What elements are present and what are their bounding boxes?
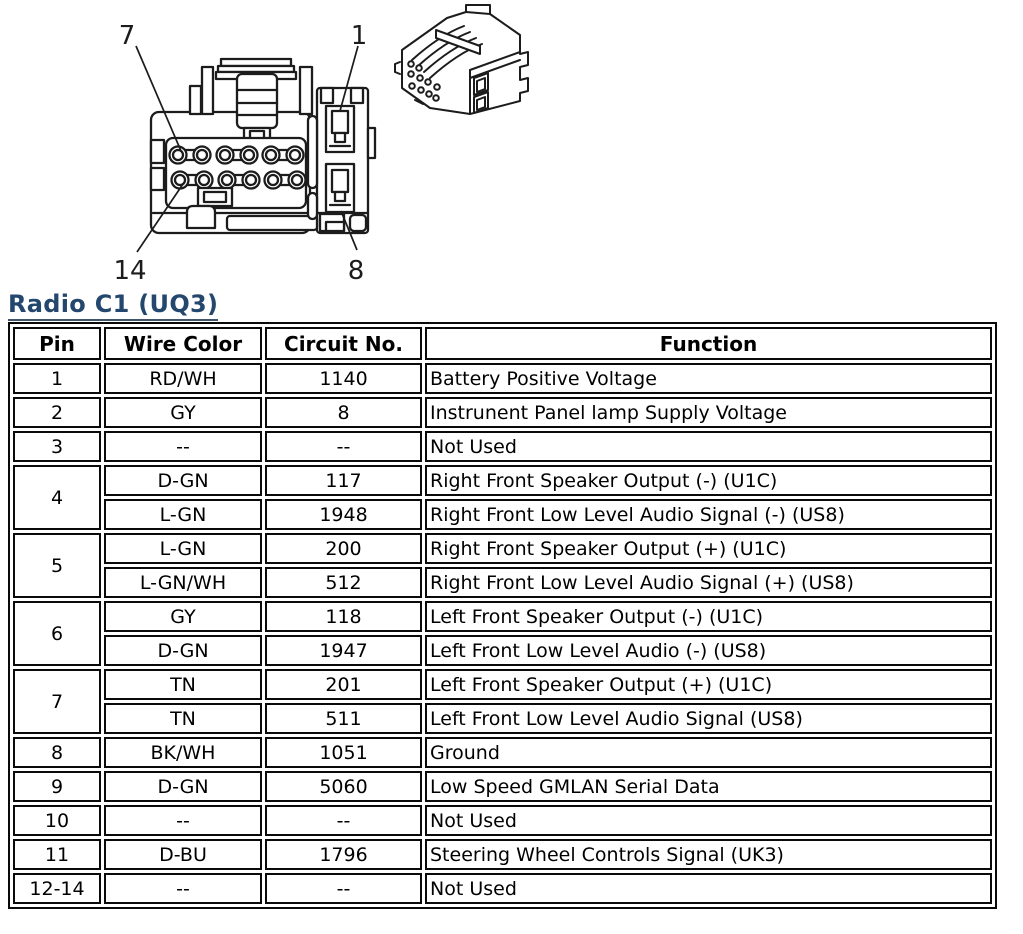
pin-cell: 2 (13, 397, 101, 428)
column-header-function: Function (425, 327, 992, 360)
pin-cell: 11 (13, 839, 101, 870)
circuit-no-cell: 511 (265, 703, 422, 734)
pin-cell: 9 (13, 771, 101, 802)
table-row: 12-14 -- -- Not Used (13, 873, 992, 904)
table-row: 6 GY 118 Left Front Speaker Output (-) (U1C… (13, 601, 992, 666)
wire-color-cell: BK/WH (104, 737, 262, 768)
function-cell: Left Front Low Level Audio Signal (US8) (425, 703, 992, 734)
table-row: L-GN 1948 Right Front Low Level Audio Sign… (13, 499, 992, 530)
page-title: Radio C1 (UQ3) (8, 290, 1023, 321)
pin-cell: 8 (13, 737, 101, 768)
wire-color-cell: D-GN (104, 465, 262, 496)
pinout-table: Pin Wire Color Circuit No. Function 1 RD/WH 1… (8, 322, 997, 909)
wire-color-cell: D-BU (104, 839, 262, 870)
pinout-table-body: 1 RD/WH 1140 Battery Positive Voltage 2 GY 8 In… (13, 363, 992, 904)
pin-cell: 4 (13, 465, 101, 530)
function-cell: Not Used (425, 431, 992, 462)
column-header-wire-color: Wire Color (104, 327, 262, 360)
pinout-table-head: Pin Wire Color Circuit No. Function (13, 327, 992, 360)
table-row: D-GN 1947 Left Front Low Level Audio (-) (… (13, 635, 992, 666)
wire-color-cell: TN (104, 669, 262, 700)
callout-label-14: 14 (113, 256, 146, 286)
function-cell: Instrunent Panel lamp Supply Voltage (425, 397, 992, 428)
circuit-no-cell: -- (265, 431, 422, 462)
connector-iso-view (394, 4, 529, 115)
function-cell: Left Front Low Level Audio (-) (US8) (425, 635, 992, 666)
circuit-no-cell: 1947 (265, 635, 422, 666)
table-row: 3 -- -- Not Used (13, 431, 992, 462)
function-cell: Steering Wheel Controls Signal (UK3) (425, 839, 992, 870)
table-row: 8 BK/WH 1051 Ground (13, 737, 992, 768)
circuit-no-cell: -- (265, 805, 422, 836)
circuit-no-cell: 1948 (265, 499, 422, 530)
wire-color-cell: L-GN (104, 533, 262, 564)
pin-cell: 6 (13, 601, 101, 666)
pin-callouts (135, 45, 359, 253)
table-row: 7 TN 201 Left Front Speaker Output (+) (U1C… (13, 669, 992, 734)
function-cell: Low Speed GMLAN Serial Data (425, 771, 992, 802)
wire-color-cell: -- (104, 431, 262, 462)
table-row: 10 -- -- Not Used (13, 805, 992, 836)
header-row: Pin Wire Color Circuit No. Function (13, 327, 992, 360)
page-title-link[interactable]: Radio C1 (UQ3) (8, 290, 219, 321)
table-row: TN 511 Left Front Low Level Audio Signal (… (13, 703, 992, 734)
pin-cell: 7 (13, 669, 101, 734)
circuit-no-cell: 1051 (265, 737, 422, 768)
function-cell: Not Used (425, 873, 992, 904)
wire-color-cell: GY (104, 397, 262, 428)
function-cell: Left Front Speaker Output (-) (U1C) (425, 601, 992, 632)
pin-cell: 12-14 (13, 873, 101, 904)
wire-color-cell: -- (104, 873, 262, 904)
wire-color-cell: L-GN/WH (104, 567, 262, 598)
wire-color-cell: RD/WH (104, 363, 262, 394)
table-row: 9 D-GN 5060 Low Speed GMLAN Serial Data (13, 771, 992, 802)
function-cell: Left Front Speaker Output (+) (U1C) (425, 669, 992, 700)
circuit-no-cell: 117 (265, 465, 422, 496)
circuit-no-cell: 200 (265, 533, 422, 564)
function-cell: Right Front Speaker Output (-) (U1C) (425, 465, 992, 496)
function-cell: Ground (425, 737, 992, 768)
function-cell: Right Front Low Level Audio Signal (+) (… (425, 567, 992, 598)
function-cell: Right Front Low Level Audio Signal (-) (… (425, 499, 992, 530)
circuit-no-cell: 118 (265, 601, 422, 632)
circuit-no-cell: -- (265, 873, 422, 904)
callout-label-8: 8 (348, 256, 365, 286)
callout-leader-14 (136, 183, 184, 253)
table-row: L-GN/WH 512 Right Front Low Level Audio Si… (13, 567, 992, 598)
circuit-no-cell: 1140 (265, 363, 422, 394)
table-row: 2 GY 8 Instrunent Panel lamp Supply Voltage (13, 397, 992, 428)
circuit-no-cell: 512 (265, 567, 422, 598)
function-cell: Battery Positive Voltage (425, 363, 992, 394)
column-header-circuit-no: Circuit No. (265, 327, 422, 360)
circuit-no-cell: 1796 (265, 839, 422, 870)
callout-label-1: 1 (351, 21, 368, 51)
wire-color-cell: D-GN (104, 635, 262, 666)
table-row: 1 RD/WH 1140 Battery Positive Voltage (13, 363, 992, 394)
table-row: 11 D-BU 1796 Steering Wheel Controls Signal… (13, 839, 992, 870)
wire-color-cell: -- (104, 805, 262, 836)
table-row: 5 L-GN 200 Right Front Speaker Output (+) (… (13, 533, 992, 598)
function-cell: Not Used (425, 805, 992, 836)
circuit-no-cell: 5060 (265, 771, 422, 802)
function-cell: Right Front Speaker Output (+) (U1C) (425, 533, 992, 564)
callout-leader-7 (135, 45, 182, 152)
column-header-pin: Pin (13, 327, 101, 360)
wire-color-cell: TN (104, 703, 262, 734)
callout-leader-8 (340, 210, 358, 251)
table-row: 4 D-GN 117 Right Front Speaker Output (-) (… (13, 465, 992, 530)
pin-cell: 10 (13, 805, 101, 836)
circuit-no-cell: 201 (265, 669, 422, 700)
callout-leader-1 (339, 45, 359, 112)
wire-color-cell: L-GN (104, 499, 262, 530)
pin-cell: 1 (13, 363, 101, 394)
pin-cell: 3 (13, 431, 101, 462)
callout-label-7: 7 (119, 21, 136, 51)
wire-color-cell: D-GN (104, 771, 262, 802)
pin-cell: 5 (13, 533, 101, 598)
connector-front-view (149, 57, 377, 235)
connector-diagram: 7 1 14 8 (113, 4, 529, 286)
wire-color-cell: GY (104, 601, 262, 632)
circuit-no-cell: 8 (265, 397, 422, 428)
pin-callout-labels: 7 1 14 8 (113, 21, 367, 286)
